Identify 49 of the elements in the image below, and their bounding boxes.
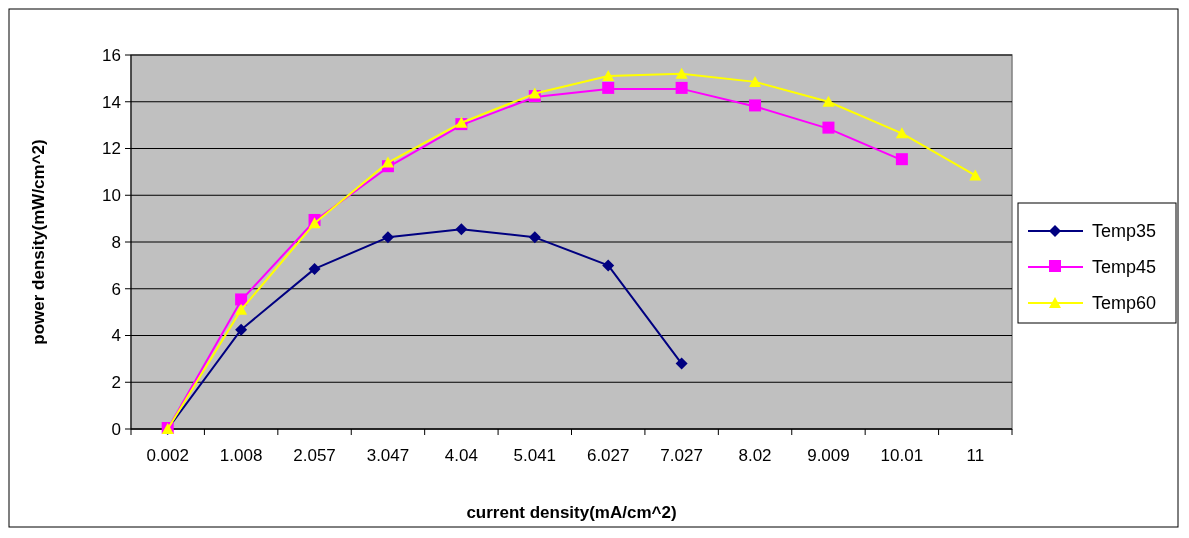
point <box>528 231 541 244</box>
x-tick-label: 9.009 <box>807 446 850 465</box>
x-tick-label: 10.01 <box>880 446 924 465</box>
point <box>602 259 615 272</box>
y-tick-label: 4 <box>111 326 121 346</box>
point <box>381 156 394 168</box>
point <box>528 87 541 99</box>
point <box>235 303 248 315</box>
point <box>675 357 688 370</box>
point <box>749 99 762 112</box>
x-tick-label: 3.047 <box>366 446 410 465</box>
y-tick-label: 8 <box>111 232 121 252</box>
y-tick-label: 10 <box>102 186 121 206</box>
y-tick-label: 6 <box>111 279 121 299</box>
y-axis-title: power density(mW/cm^2) <box>29 139 48 345</box>
legend-label: Temp45 <box>1092 257 1157 278</box>
x-tick-label: 8.02 <box>738 446 772 465</box>
x-tick-label: 0.002 <box>146 446 189 465</box>
legend-label: Temp35 <box>1092 221 1157 242</box>
y-tick-label: 16 <box>102 45 121 65</box>
legend-label: Temp60 <box>1092 293 1157 314</box>
point <box>235 293 248 306</box>
y-tick-label: 14 <box>102 92 121 112</box>
point <box>308 217 321 229</box>
x-tick-label: 11 <box>966 446 985 465</box>
point <box>969 169 982 181</box>
point <box>235 323 248 336</box>
x-tick-label: 5.041 <box>513 446 557 465</box>
point <box>381 231 394 244</box>
point <box>455 223 468 236</box>
y-tick-label: 2 <box>111 373 121 393</box>
x-tick-label: 1.008 <box>219 446 263 465</box>
x-tick-label: 2.057 <box>293 446 336 465</box>
point <box>895 127 908 139</box>
point <box>602 81 615 94</box>
y-tick-label: 12 <box>102 139 121 159</box>
x-axis-title: current density(mA/cm^2) <box>466 503 677 522</box>
y-tick-label: 0 <box>111 419 121 439</box>
point <box>895 153 908 166</box>
point <box>675 67 688 79</box>
point <box>308 262 321 275</box>
point <box>749 75 762 87</box>
point <box>675 81 688 94</box>
point <box>822 95 835 107</box>
point <box>602 70 615 82</box>
x-tick-label: 7.027 <box>660 446 703 465</box>
x-tick-label: 6.027 <box>586 446 630 465</box>
point <box>822 121 835 134</box>
x-tick-label: 4.04 <box>444 446 478 465</box>
